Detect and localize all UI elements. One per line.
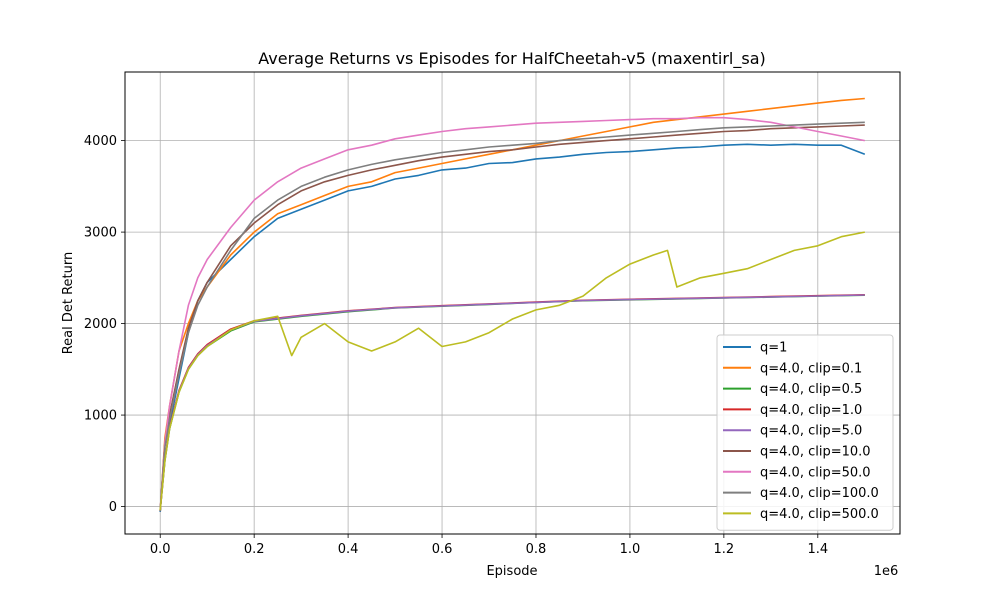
x-tick-label: 1.4 <box>807 542 828 557</box>
y-tick-label: 4000 <box>84 134 117 149</box>
legend-label: q=4.0, clip=10.0 <box>760 445 871 460</box>
series-line-6 <box>159 116 865 512</box>
legend-box <box>716 334 894 531</box>
legend-label: q=4.0, clip=500.0 <box>760 507 879 522</box>
legend: q=1 q=4.0, clip=0.1 q=4.0, clip=0.5 q=4.0, … <box>716 334 894 531</box>
legend-label: q=4.0, clip=0.5 <box>760 382 862 397</box>
x-tick-label: 0.0 <box>150 542 171 557</box>
y-axis-label: Real Det Return <box>61 252 76 355</box>
x-tick-label: 1.2 <box>714 542 735 557</box>
legend-label: q=4.0, clip=5.0 <box>760 424 862 439</box>
x-tick-label: 0.2 <box>244 542 265 557</box>
legend-label: q=4.0, clip=1.0 <box>760 403 862 418</box>
x-axis-label: Episode <box>486 564 537 579</box>
x-tick-label: 1.0 <box>620 542 641 557</box>
x-tick-label: 0.8 <box>526 542 547 557</box>
series-line-7 <box>159 121 865 512</box>
legend-label: q=4.0, clip=50.0 <box>760 465 871 480</box>
x-tick-label: 0.6 <box>432 542 453 557</box>
y-axis: 0 1000 2000 3000 4000 <box>84 134 125 515</box>
series-line-5 <box>159 124 865 512</box>
y-tick-label: 3000 <box>84 226 117 241</box>
series-group <box>159 97 866 513</box>
y-tick-label: 2000 <box>84 317 117 332</box>
legend-label: q=4.0, clip=0.1 <box>760 361 862 376</box>
y-tick-label: 0 <box>109 500 117 515</box>
y-tick-label: 1000 <box>84 409 117 424</box>
x-axis: 0.0 0.2 0.4 0.6 0.8 1.0 1.2 1.4 <box>150 534 828 557</box>
chart-title: Average Returns vs Episodes for HalfChee… <box>258 49 765 69</box>
legend-label: q=1 <box>760 341 787 356</box>
series-line-8 <box>159 231 865 511</box>
legend-label: q=4.0, clip=100.0 <box>760 486 879 501</box>
plot-frame <box>124 71 901 535</box>
x-tick-label: 0.4 <box>338 542 359 557</box>
x-axis-offset-label: 1e6 <box>874 564 899 579</box>
